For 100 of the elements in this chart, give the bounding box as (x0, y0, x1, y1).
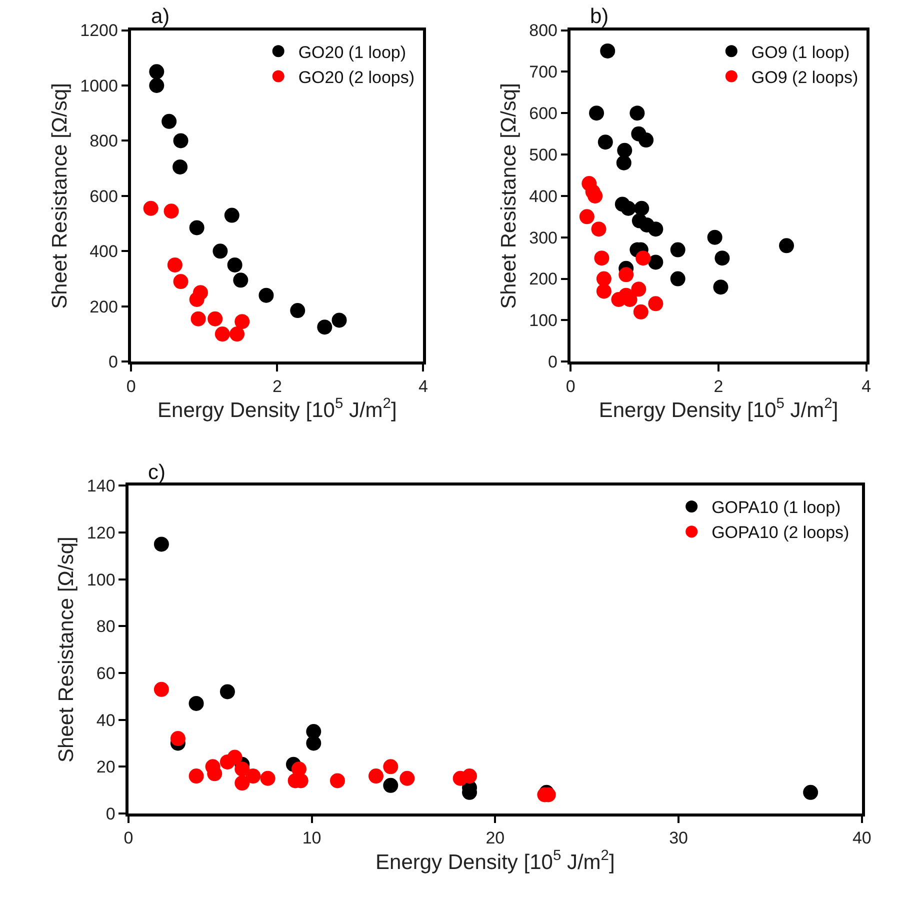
point (173, 133, 188, 148)
point (596, 284, 612, 299)
point (172, 159, 188, 174)
point (400, 770, 415, 786)
x-tick-label: 30 (669, 828, 688, 848)
x-tick-label: 2 (272, 376, 282, 396)
x-axis-title: Energy Density [10$^{5}$ J/m$^{2}$] (376, 848, 615, 874)
y-tick-label: 0 (108, 352, 118, 372)
y-tick-label: 80 (96, 617, 116, 636)
point (170, 731, 186, 746)
point (306, 736, 322, 751)
y-tick-label: 800 (90, 132, 118, 151)
point (594, 250, 610, 266)
y-tick-label: 1000 (80, 76, 118, 96)
point (648, 254, 664, 270)
y-tick-label: 0 (106, 804, 116, 824)
y-tick-label: 140 (86, 476, 116, 496)
point (713, 280, 728, 295)
point (154, 536, 169, 552)
point (188, 696, 204, 711)
point (648, 222, 664, 237)
point (598, 134, 613, 150)
legend-label: GO20 (2 loops) (298, 68, 415, 87)
point (617, 142, 632, 158)
y-tick-label: 600 (90, 186, 118, 206)
legend-label: GOPA10 (1 loop) (712, 498, 841, 518)
point (317, 320, 332, 335)
point (368, 768, 384, 784)
point (332, 312, 347, 328)
point (330, 773, 345, 788)
legend-label: GO20 (1 loop) (298, 42, 406, 62)
point (188, 768, 204, 784)
point (779, 238, 794, 254)
point (633, 304, 648, 320)
point (149, 64, 164, 80)
y-tick-label: 120 (86, 523, 116, 542)
x-tick-label: 2 (714, 376, 724, 396)
point (290, 303, 306, 318)
y-tick-label: 40 (96, 710, 116, 730)
chart-title: b) (590, 5, 609, 28)
y-tick-label: 700 (529, 62, 558, 82)
point (220, 684, 235, 700)
point (803, 784, 818, 800)
point (162, 114, 177, 129)
y-tick-label: 1200 (80, 21, 118, 40)
y-tick-label: 600 (529, 104, 558, 124)
point (258, 288, 274, 303)
point (591, 222, 606, 237)
x-tick-label: 4 (418, 376, 428, 396)
point (233, 272, 248, 288)
point (670, 242, 686, 258)
x-tick-label: 40 (852, 828, 872, 848)
y-tick-label: 60 (96, 664, 116, 683)
point (630, 106, 645, 121)
y-tick-label: 800 (529, 21, 558, 40)
y-tick-label: 100 (86, 570, 116, 590)
point (167, 257, 182, 272)
point (260, 770, 276, 786)
point (596, 271, 612, 286)
point (638, 132, 654, 148)
point (189, 220, 204, 236)
chart-title: c) (148, 461, 166, 484)
x-axis-title: Energy Density [10$^{5}$ J/m$^{2}$] (598, 396, 838, 422)
point (212, 244, 228, 259)
y-tick-label: 20 (96, 758, 116, 777)
point (714, 250, 730, 266)
point (164, 204, 179, 219)
y-tick-label: 400 (529, 186, 558, 206)
point (227, 750, 242, 765)
point (234, 762, 250, 776)
y-tick-label: 200 (90, 297, 118, 316)
point (579, 209, 594, 224)
point (636, 250, 651, 266)
point (648, 296, 664, 312)
y-tick-label: 300 (529, 228, 558, 248)
x-tick-label: 0 (126, 376, 136, 396)
point (173, 274, 188, 290)
y-axis-title: Sheet Resistance [Ω/sq] (55, 536, 78, 762)
point (227, 257, 242, 272)
y-tick-label: 200 (529, 270, 558, 289)
point (631, 282, 646, 297)
x-tick-label: 0 (566, 376, 576, 396)
y-tick-label: 400 (90, 242, 118, 262)
point (618, 267, 634, 282)
y-tick-label: 100 (529, 311, 558, 330)
point (246, 768, 261, 784)
y-axis-title: Sheet Resistance [Ω/sq] (497, 83, 520, 309)
point (224, 208, 240, 223)
point (707, 230, 722, 245)
point (600, 43, 616, 58)
chart-title: a) (151, 5, 170, 28)
point (616, 155, 632, 170)
x-tick-label: 0 (124, 828, 134, 848)
y-axis-title: Sheet Resistance [Ω/sq] (48, 83, 72, 309)
point (588, 188, 603, 204)
point (462, 768, 477, 784)
x-tick-label: 10 (302, 828, 322, 848)
point (383, 778, 398, 793)
point (230, 326, 245, 342)
point (149, 78, 164, 93)
